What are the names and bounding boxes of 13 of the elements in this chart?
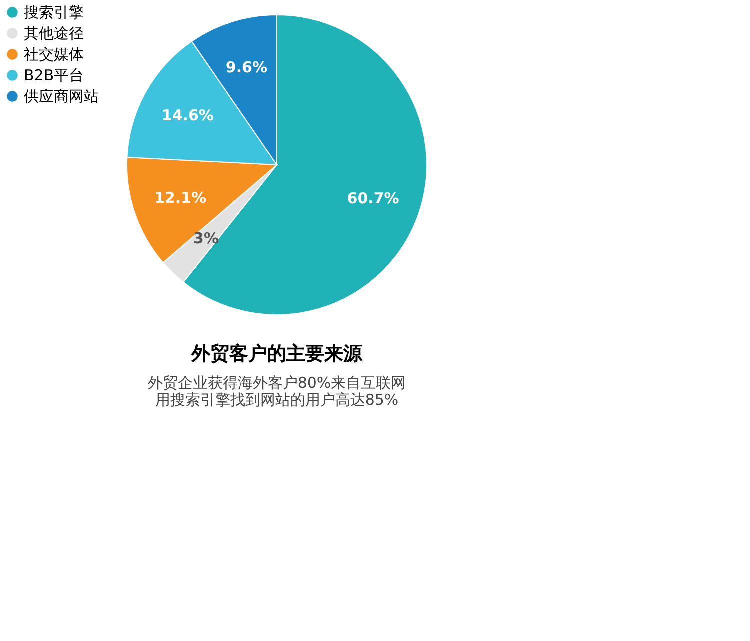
legend-label: 其他途径: [24, 24, 84, 42]
data-label: 14.6%: [162, 106, 214, 124]
text: 外贸客户的主要来源: [190, 343, 364, 365]
text: 用搜索引擎找到网站的用户高达85%: [155, 391, 399, 409]
data-label: 12.1%: [154, 189, 207, 208]
data-label: 9.6%: [226, 58, 268, 77]
legend-label: B2B平台: [24, 66, 84, 84]
legend-label: 社交媒体: [24, 46, 84, 64]
data-label: 60.7%: [347, 190, 400, 208]
legend-label: 供应商网站: [24, 88, 99, 106]
data-label: 3%: [194, 229, 219, 248]
legend-label: 搜索引擎: [24, 4, 84, 22]
text: 外贸企业获得海外客户80%来自互联网: [148, 374, 406, 392]
